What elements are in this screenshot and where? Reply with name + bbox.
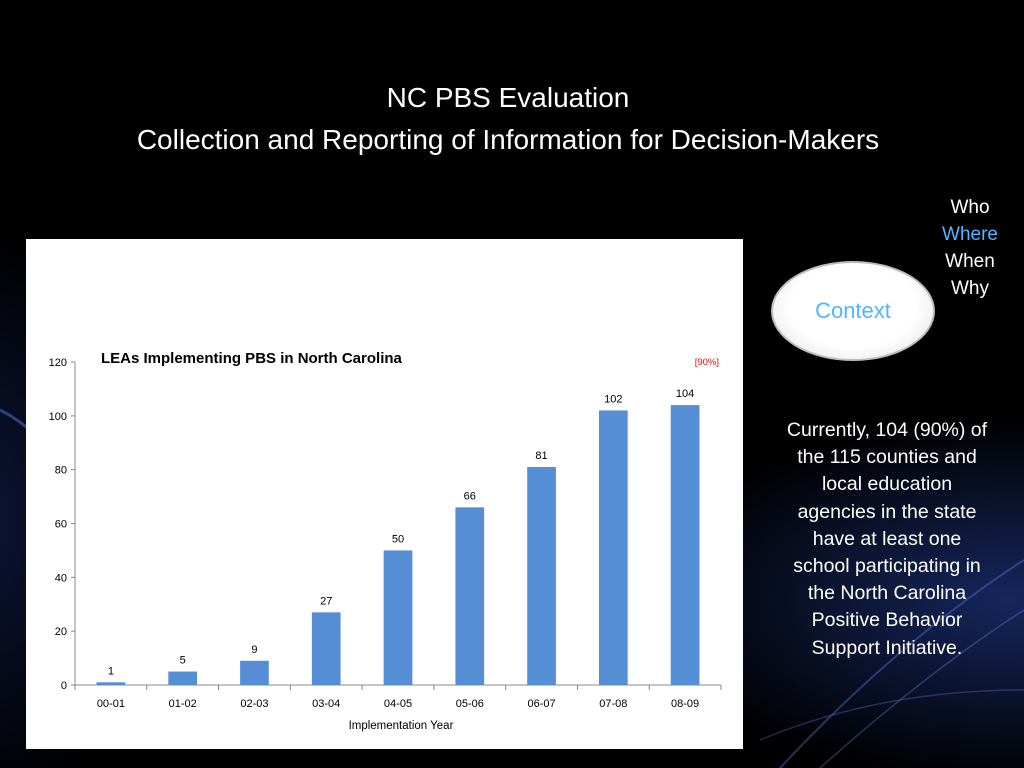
chart-title: LEAs Implementing PBS in North Carolina	[101, 350, 403, 367]
slide-title-line-2: Collection and Reporting of Information …	[136, 124, 880, 155]
x-tick-label-06-07: 06-07	[527, 698, 555, 710]
bar-03-04	[311, 612, 341, 685]
x-tick-label-08-09: 08-09	[671, 698, 699, 710]
question-word-when: When	[945, 251, 995, 272]
context-label: Context	[815, 298, 891, 323]
data-label-01-02: 5	[180, 655, 186, 667]
x-tick-label-07-08: 07-08	[599, 698, 627, 710]
y-tick-label: 40	[55, 572, 67, 584]
data-label-08-09: 104	[676, 388, 694, 400]
chart-annotation: [90%]	[695, 357, 719, 368]
slide-title-line-1: NC PBS Evaluation	[386, 82, 630, 113]
y-tick-label: 120	[49, 357, 67, 369]
x-tick-label-05-06: 05-06	[456, 698, 484, 710]
x-tick-label-01-02: 01-02	[169, 698, 197, 710]
question-word-why: Why	[951, 278, 989, 299]
data-label-06-07: 81	[535, 450, 547, 462]
bar-02-03	[240, 660, 269, 685]
y-tick-label: 80	[55, 465, 67, 477]
y-tick-label: 0	[61, 680, 67, 692]
x-tick-label-02-03: 02-03	[240, 698, 268, 710]
bar-05-06	[455, 507, 485, 685]
bar-chart: LEAs Implementing PBS in North Carolina …	[49, 350, 722, 732]
question-word-where: Where	[942, 224, 998, 245]
data-label-00-01: 1	[108, 665, 114, 677]
y-tick-label: 60	[55, 519, 67, 531]
bar-00-01	[96, 682, 126, 685]
chart-panel: LEAs Implementing PBS in North Carolina …	[26, 239, 743, 749]
x-tick-label-03-04: 03-04	[312, 698, 340, 710]
y-tick-label: 20	[55, 626, 67, 638]
x-tick-label-00-01: 00-01	[97, 698, 125, 710]
data-label-02-03: 9	[251, 644, 257, 656]
question-word-who: Who	[950, 197, 990, 218]
x-axis-label: Implementation Year	[349, 720, 454, 732]
x-tick-label-04-05: 04-05	[384, 698, 412, 710]
bar-07-08	[598, 410, 628, 685]
bar-06-07	[527, 466, 556, 685]
bar-01-02	[168, 671, 198, 685]
question-words-list: Who Where When Why	[920, 194, 1020, 302]
data-label-03-04: 27	[320, 595, 332, 607]
data-label-04-05: 50	[392, 533, 404, 545]
bar-08-09	[670, 405, 700, 685]
chart-marks: 0 20 40 60 80 100 120 1 00-01 5 01-02 9 02-03 27 03-04…	[49, 357, 722, 710]
y-tick-label: 100	[49, 411, 67, 423]
bar-04-05	[383, 550, 413, 685]
data-label-07-08: 102	[604, 393, 622, 405]
data-label-05-06: 66	[464, 490, 476, 502]
summary-text: Currently, 104 (90%) of the 115 counties…	[786, 419, 988, 659]
context-oval: Context	[771, 261, 935, 361]
